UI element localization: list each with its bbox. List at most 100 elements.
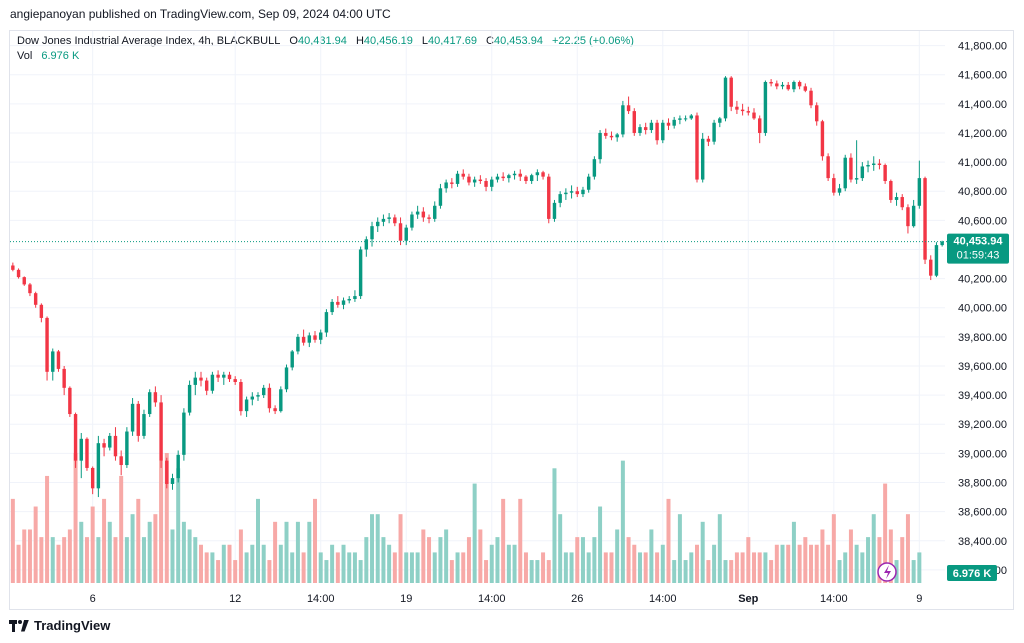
candle-body[interactable] [638,127,642,133]
candle-body[interactable] [586,176,591,190]
candle-body[interactable] [256,395,260,397]
candle-body[interactable] [130,403,135,432]
candle-body[interactable] [461,173,465,177]
candle-body[interactable] [906,207,910,227]
candle-body[interactable] [102,443,106,448]
candle-body[interactable] [484,181,488,187]
candle-body[interactable] [193,377,197,385]
candle-body[interactable] [911,205,916,227]
legend-symbol[interactable]: Dow Jones Industrial Average Index, 4h, … [17,35,281,47]
candle-body[interactable] [849,157,853,180]
candle-body[interactable] [729,77,733,107]
candle-body[interactable] [769,81,773,84]
candle-body[interactable] [889,181,893,200]
candle-body[interactable] [119,456,123,466]
candle-body[interactable] [621,105,625,135]
candle-body[interactable] [358,249,363,297]
candle-body[interactable] [929,259,933,276]
candle-body[interactable] [296,336,300,352]
candle-body[interactable] [832,178,836,193]
candle-body[interactable] [923,178,927,260]
candle-body[interactable] [512,173,517,176]
candle-body[interactable] [427,217,431,219]
candle-body[interactable] [718,118,722,123]
candle-body[interactable] [472,179,477,183]
candle-body[interactable] [273,408,277,412]
candle-body[interactable] [204,380,209,391]
candle-body[interactable] [233,379,237,383]
candle-body[interactable] [330,301,334,313]
candle-body[interactable] [809,90,813,106]
candle-body[interactable] [73,414,78,461]
candle-body[interactable] [854,178,859,180]
candle-body[interactable] [815,105,819,122]
candle-body[interactable] [341,300,346,305]
candle-body[interactable] [415,211,420,215]
candle-body[interactable] [433,205,437,219]
candle-body[interactable] [370,226,374,240]
candle-body[interactable] [934,245,939,276]
candle-body[interactable] [661,122,665,141]
candle-body[interactable] [672,119,676,126]
candle-body[interactable] [16,269,21,278]
candle-body[interactable] [182,412,186,455]
candle-body[interactable] [393,217,397,224]
candle-body[interactable] [564,192,568,195]
candle-body[interactable] [900,197,904,208]
candle-body[interactable] [626,105,631,112]
candle-body[interactable] [261,387,266,396]
candle-body[interactable] [507,175,511,179]
candle-body[interactable] [723,77,728,119]
candle-body[interactable] [319,332,323,340]
candle-body[interactable] [136,403,140,436]
candle-body[interactable] [444,182,448,189]
candle-body[interactable] [917,178,922,206]
candle-body[interactable] [28,284,32,294]
candle-body[interactable] [313,335,317,340]
candle-body[interactable] [837,188,842,193]
candle-body[interactable] [872,163,876,165]
candle-body[interactable] [324,312,329,333]
candle-body[interactable] [381,218,386,222]
candle-body[interactable] [455,173,460,184]
candle-body[interactable] [604,132,608,136]
candle-body[interactable] [535,172,540,176]
candle-body[interactable] [239,382,243,412]
candle-body[interactable] [655,122,659,141]
candle-body[interactable] [85,438,89,468]
candle-body[interactable] [649,122,654,131]
candle-body[interactable] [581,189,585,195]
candle-body[interactable] [108,435,112,448]
candle-body[interactable] [792,81,796,90]
candle-body[interactable] [883,164,887,182]
candle-body[interactable] [347,298,351,301]
candle-body[interactable] [364,239,369,250]
candle-body[interactable] [450,182,454,184]
candle-body[interactable] [187,384,192,413]
candle-body[interactable] [22,277,26,285]
candle-body[interactable] [678,118,682,120]
candle-body[interactable] [569,191,574,193]
candle-body[interactable] [170,478,175,484]
candle-body[interactable] [843,157,847,189]
candle-body[interactable] [90,467,95,489]
candle-body[interactable] [860,166,865,179]
candle-body[interactable] [632,111,636,133]
candle-body[interactable] [518,173,522,177]
footer-brand[interactable]: TradingView [9,618,110,633]
candle-body[interactable] [735,106,739,110]
candle-body[interactable] [398,223,403,241]
candle-body[interactable] [244,399,249,412]
candle-body[interactable] [495,176,500,180]
candle-body[interactable] [501,176,505,179]
candle-body[interactable] [336,301,340,305]
candle-body[interactable] [752,112,756,119]
candle-body[interactable] [592,159,597,177]
candle-body[interactable] [524,176,528,182]
candle-body[interactable] [438,188,443,206]
candle-body[interactable] [803,86,808,91]
candle-body[interactable] [666,122,671,126]
candle-body[interactable] [165,460,169,484]
candle-body[interactable] [547,176,551,219]
candle-body[interactable] [45,317,49,372]
